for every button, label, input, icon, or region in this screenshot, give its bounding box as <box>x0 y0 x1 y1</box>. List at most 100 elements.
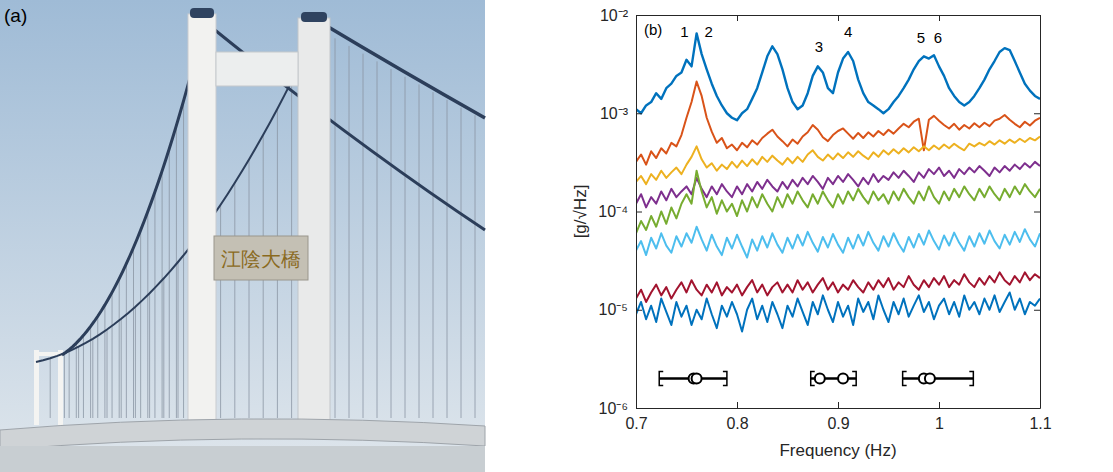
ground <box>0 446 485 472</box>
spectrum-line <box>636 82 1040 165</box>
hanger <box>147 212 148 418</box>
x-tick-label: 1 <box>935 415 944 432</box>
x-tick-label: 0.7 <box>625 415 647 432</box>
hanger <box>121 319 122 418</box>
peak-label: 5 <box>917 29 925 46</box>
hanger <box>391 69 392 418</box>
y-tick-mark <box>636 310 642 311</box>
main-cable <box>320 22 485 118</box>
hanger <box>64 353 65 418</box>
y-axis-line <box>1040 16 1041 409</box>
hanger <box>92 339 93 418</box>
hanger <box>107 330 108 419</box>
x-tick <box>636 15 637 21</box>
interval-bracket <box>659 371 663 385</box>
peak-label: 1 <box>680 23 688 40</box>
tower-beam <box>216 52 298 86</box>
hanger <box>234 183 235 418</box>
tower-cap <box>190 8 214 18</box>
photo-panel: 江陰大橋 (a) <box>0 0 485 472</box>
hanger <box>50 358 51 418</box>
hanger <box>76 343 77 418</box>
spectrum-line <box>636 292 1040 331</box>
figure: 江陰大橋(a)0.70.80.911.110⁻⁶10⁻⁵10⁻⁴10⁻³10⁻²… <box>0 0 1113 472</box>
tower-cap <box>301 12 327 22</box>
interval-bracket <box>723 371 727 385</box>
mode-estimate <box>815 373 825 383</box>
hanger <box>335 38 336 418</box>
hanger <box>249 160 250 419</box>
y-tick-label: 10⁻⁴ <box>598 203 628 220</box>
y-tick-mark <box>636 113 642 114</box>
x-tick-mark <box>737 15 738 21</box>
panel-label: (a) <box>4 5 27 26</box>
x-axis-title: Frequency (Hz) <box>779 441 896 460</box>
hanger <box>83 335 84 418</box>
hanger <box>154 192 155 418</box>
sign-text: 江陰大橋 <box>221 247 301 271</box>
interval-bracket <box>903 371 907 385</box>
x-tick: 0.8 <box>726 402 748 432</box>
hangers <box>50 38 475 418</box>
hanger <box>78 347 79 418</box>
hanger <box>461 108 462 418</box>
mode-estimate <box>692 373 702 383</box>
x-tick-mark <box>939 15 940 21</box>
x-tick <box>838 15 839 21</box>
y-tick <box>1034 310 1040 311</box>
y-tick-mark <box>1034 15 1040 16</box>
y-axis <box>1034 16 1041 409</box>
hanger <box>149 293 150 418</box>
spectrum-line <box>636 171 1040 234</box>
spectrum-line <box>636 272 1040 302</box>
deck <box>0 419 485 450</box>
y-tick-mark <box>1034 408 1040 409</box>
hanger <box>475 115 476 418</box>
hanger <box>135 307 136 418</box>
panel-label: (b) <box>644 21 662 38</box>
x-tick-mark <box>636 15 637 21</box>
hanger <box>119 279 120 418</box>
y-tick-mark <box>1034 310 1040 311</box>
far-tower <box>58 350 63 425</box>
chart: 0.70.80.911.110⁻⁶10⁻⁵10⁻⁴10⁻³10⁻²Frequen… <box>571 7 1052 460</box>
x-axis <box>637 15 1041 21</box>
hanger <box>169 149 170 418</box>
y-tick <box>1034 408 1040 409</box>
y-tick: 10⁻⁴ <box>598 203 642 220</box>
main-cable <box>62 20 205 355</box>
x-tick-mark <box>939 402 940 408</box>
hanger <box>69 350 70 418</box>
interval-bar <box>903 377 974 380</box>
hanger <box>377 61 378 418</box>
x-tick <box>939 15 940 21</box>
hanger <box>183 101 184 418</box>
hanger <box>405 77 406 418</box>
sign-board <box>214 236 308 280</box>
hanger <box>176 125 177 418</box>
hanger <box>104 305 105 418</box>
mode-estimate <box>925 373 935 383</box>
hanger <box>349 46 350 418</box>
hanger <box>97 316 98 418</box>
hanger <box>140 230 141 418</box>
hanger <box>419 84 420 418</box>
x-axis: 0.70.80.911.1 <box>625 402 1051 432</box>
y-tick <box>1034 113 1040 114</box>
hanger <box>178 262 179 418</box>
y-tick-label: 10⁻³ <box>600 105 629 122</box>
x-tick-label: 0.9 <box>827 415 849 432</box>
peak-label: 3 <box>815 38 823 55</box>
mode-estimate <box>838 373 848 383</box>
peak-label: 6 <box>934 29 942 46</box>
tower-leg <box>298 18 330 426</box>
y-tick: 10⁻³ <box>600 105 642 122</box>
spectrum-line <box>636 162 1040 208</box>
spectrum-line <box>636 227 1040 258</box>
y-tick-label: 10⁻⁵ <box>599 301 628 318</box>
x-tick <box>737 15 738 21</box>
y-tick-mark <box>636 408 642 409</box>
hanger <box>133 248 134 419</box>
x-tick: 0.9 <box>827 402 849 432</box>
hanger <box>363 54 364 418</box>
